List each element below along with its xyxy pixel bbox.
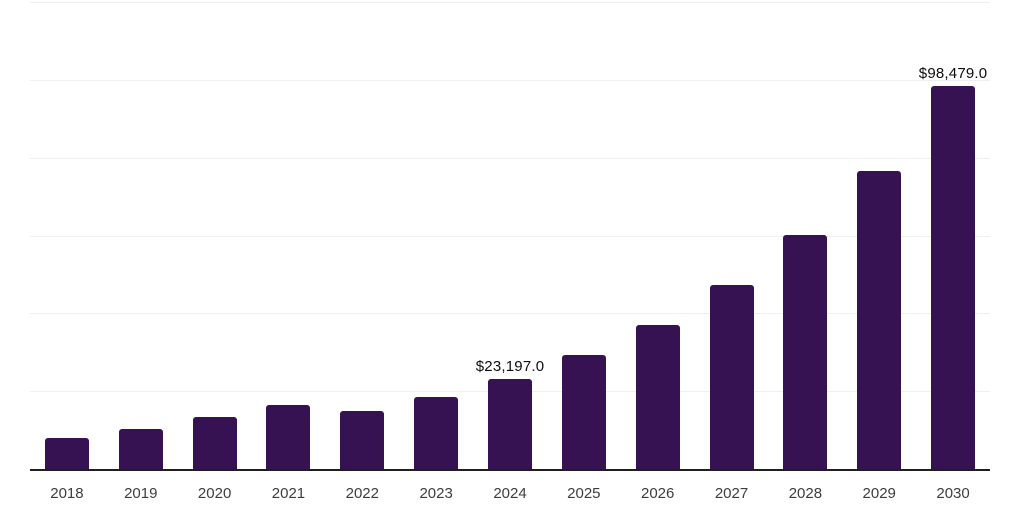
- bar-2022: [340, 411, 385, 469]
- x-tick-label-2021: 2021: [271, 485, 306, 502]
- gridline: [30, 2, 990, 3]
- gridline: [30, 157, 990, 159]
- bar-2026: [635, 325, 680, 469]
- bar-2027: [709, 285, 754, 469]
- bar-2030: [931, 86, 976, 469]
- x-tick-label-2019: 2019: [124, 485, 158, 502]
- gridline: [30, 313, 990, 315]
- bar-2021: [266, 405, 311, 469]
- plot-area: $23,197.0 $98,479.0: [30, 2, 990, 471]
- x-tick-label-2028: 2028: [788, 485, 823, 502]
- bar-2029: [857, 171, 902, 469]
- bar-2020: [192, 417, 237, 469]
- bar-2023: [414, 397, 459, 469]
- bar-value-label-2024: $23,197.0: [475, 358, 545, 375]
- bar-2025: [561, 355, 606, 469]
- x-tick-label-2022: 2022: [345, 485, 379, 502]
- gridline: [30, 235, 990, 237]
- x-tick-label-2026: 2026: [641, 485, 675, 502]
- gridline: [30, 79, 990, 81]
- x-tick-label-2023: 2023: [419, 485, 453, 502]
- x-tick-label-2018: 2018: [50, 485, 84, 502]
- x-tick-label-2030: 2030: [936, 485, 970, 502]
- x-tick-label-2027: 2027: [714, 485, 749, 502]
- bar-value-label-2030: $98,479.0: [918, 65, 988, 82]
- x-tick-label-2020: 2020: [197, 485, 232, 502]
- x-tick-label-2025: 2025: [567, 485, 601, 502]
- bar-2019: [118, 429, 163, 469]
- bar-2018: [44, 438, 89, 469]
- bar-2024: [488, 379, 532, 469]
- bar-2028: [783, 235, 828, 469]
- x-tick-label-2029: 2029: [862, 485, 896, 502]
- x-tick-label-2024: 2024: [493, 485, 527, 502]
- x-axis: 2018 2019 2020 2021 2022 2023 2024 2025 2026 2027…: [30, 483, 990, 505]
